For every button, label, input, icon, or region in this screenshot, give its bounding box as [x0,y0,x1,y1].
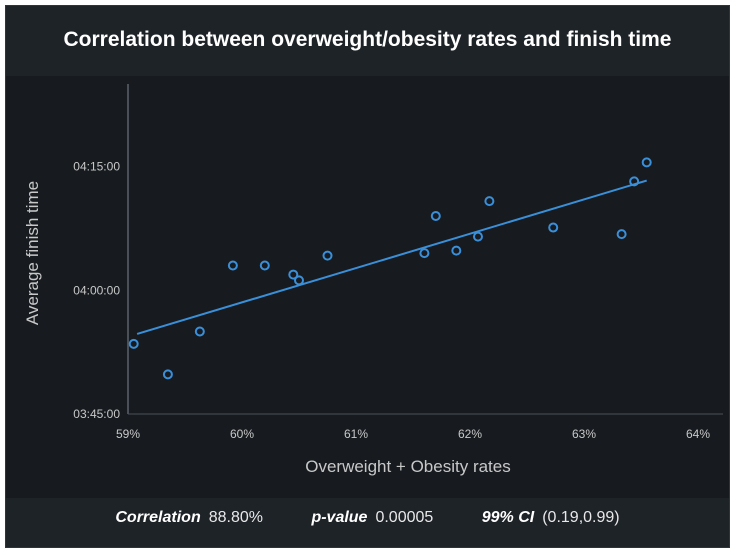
data-point [629,176,640,187]
data-point [322,250,333,261]
data-point [288,269,299,280]
data-point [294,275,304,286]
data-point [227,260,238,271]
x-tick-label: 64% [686,427,710,441]
y-axis-label: Average finish time [23,181,42,325]
data-point [616,229,627,240]
x-tick-label: 59% [116,427,140,441]
correlation-label: Correlation [115,509,201,526]
x-tick-label: 63% [572,427,596,441]
x-axis-label: Overweight + Obesity rates [305,457,511,476]
x-tick-label: 60% [230,427,254,441]
x-tick-label: 61% [344,427,368,441]
ci-value: (0.19,0.99) [542,509,620,526]
scatter-chart: 59% 60% 61% 62% 63% 64% 03:45:00 04:00:00 04:15:… [23,84,723,476]
data-point [194,326,205,337]
data-point [641,157,652,168]
data-point [419,248,430,259]
y-tick-label: 03:45:00 [73,407,120,421]
chart-card: Correlation between overweight/obesity r… [5,5,730,548]
plot-area [6,76,729,498]
ci-label: 99% CI [481,509,535,526]
pvalue-label: p-value [311,509,368,526]
pvalue-value: 0.00005 [375,509,434,526]
data-point [548,222,559,233]
data-point [128,338,139,349]
data-points [128,157,652,380]
y-tick-label: 04:00:00 [73,283,120,297]
data-point [484,196,495,207]
tick-labels: 59% 60% 61% 62% 63% 64% 03:45:00 04:00:00 04:15:… [73,160,710,442]
x-tick-label: 62% [458,427,482,441]
data-point [451,245,462,256]
data-point [430,211,441,221]
stats-footer: Correlation 88.80% p-value 0.00005 99% CI (… [6,509,729,527]
axes [127,84,723,415]
correlation-value: 88.80% [208,509,263,526]
chart-title: Correlation between overweight/obesity r… [63,28,672,51]
trendline-group [136,179,647,335]
data-point [259,260,270,271]
trendline [136,179,647,335]
data-point [472,231,483,242]
data-point [162,369,173,380]
y-tick-label: 04:15:00 [73,160,120,174]
